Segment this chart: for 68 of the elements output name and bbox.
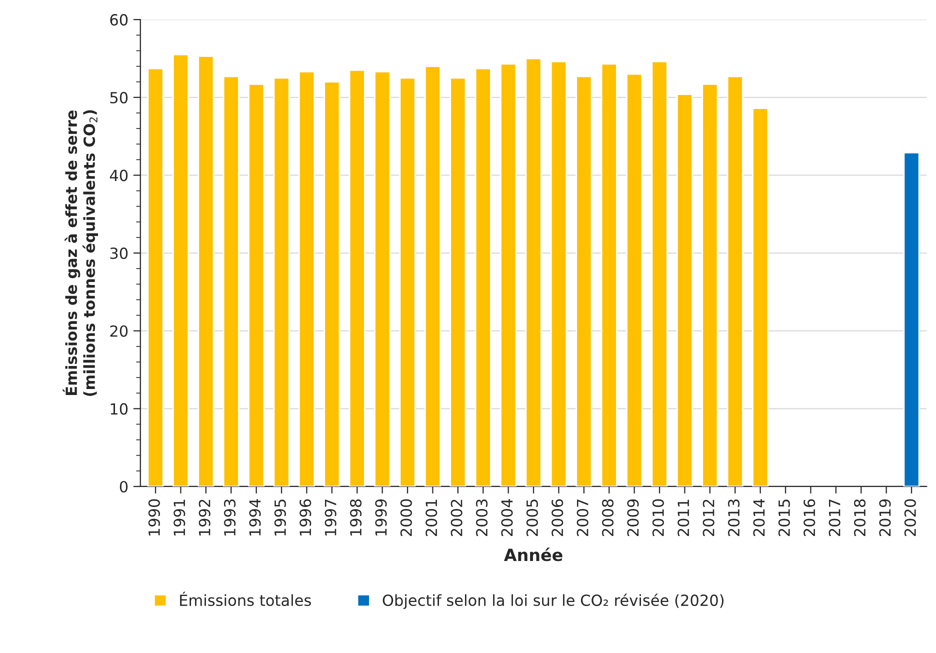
y-tick-label: 60 [110,14,128,26]
x-tick-label: 2020 [904,499,916,536]
x-tick-label: 2005 [526,500,538,536]
x-tick-label: 2013 [728,500,740,536]
x-tick-label: 2011 [678,500,690,536]
bar [474,68,492,486]
x-tick-label: 2012 [702,500,714,536]
x-tick-label: 2007 [576,500,588,536]
x-tick-label: 2002 [450,500,462,536]
y-tick-label: 50 [110,92,128,104]
bar [450,77,466,486]
bar [651,60,668,486]
legend-label: Objectif selon la loi sur le CO₂ révisée (2020) [382,594,724,610]
y-tick-label: 40 [110,170,128,182]
y-tick-label: 10 [110,403,128,415]
y-tick-label: 0 [120,480,128,493]
bar [424,66,441,486]
bar [676,94,693,486]
bar [903,152,920,486]
x-tick-label: 1991 [174,500,186,536]
x-tick-label: 1995 [274,500,286,536]
x-tick-label: 1999 [375,499,387,536]
bar [600,63,618,486]
x-tick-label: 2009 [627,499,639,536]
y-tick-label: 20 [110,325,128,337]
x-tick-label: 2008 [602,499,614,536]
bar [702,83,718,486]
bar [273,77,290,486]
x-tick-label: 2003 [476,500,488,536]
x-tick-label: 2019 [879,499,891,536]
x-tick-label: 1990 [148,499,160,536]
bar [525,58,542,486]
bar [500,63,517,486]
bar [752,108,769,486]
bar [550,60,567,486]
x-tick-label: 1998 [350,499,362,536]
x-tick-label: 2014 [753,499,765,536]
x-tick-label: 2015 [778,500,790,536]
x-tick-label: 2018 [854,499,866,536]
bar [248,83,265,486]
x-tick-label: 2000 [400,499,412,536]
bar [726,76,744,486]
bar [198,55,214,486]
x-tick-label: 1997 [324,500,336,536]
x-tick-label: 2001 [426,500,438,536]
x-tick-label: 1993 [224,500,236,536]
bar [172,54,189,486]
x-tick-label: 1994 [249,499,261,536]
bar [348,69,366,486]
bar [374,71,391,486]
x-tick-label: 2017 [828,500,840,536]
x-tick-label: 1992 [198,500,210,536]
x-tick-label: 2004 [501,499,513,536]
x-axis-title: Année [504,548,562,562]
x-tick-label: 1996 [300,499,312,536]
x-tick-label: 2010 [652,499,664,536]
bar [626,73,643,486]
y-axis-title: Émissions de gaz à effet de serre (millions tonnes équivalents CO$_{2}$) [62,110,98,396]
bar [147,68,164,486]
x-tick-label: 2016 [804,499,816,536]
x-tick-label: 2006 [552,499,564,536]
y-tick-label: 30 [110,248,128,260]
bar [298,71,315,486]
bar [576,76,592,486]
legend-label: Émissions totales [180,592,311,606]
bar [399,77,416,486]
bar [324,81,340,486]
bar [222,76,240,486]
